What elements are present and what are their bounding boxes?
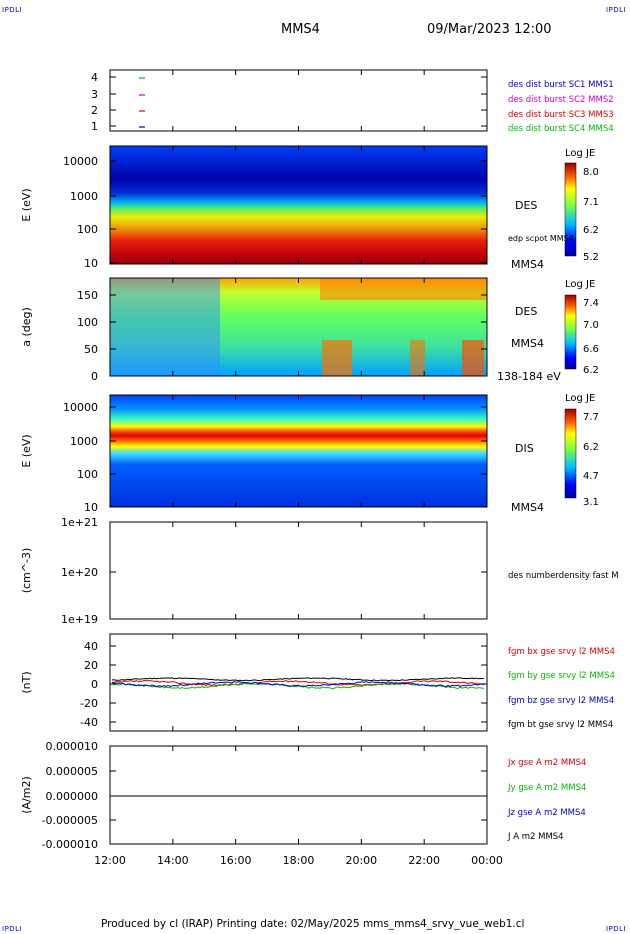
- ytick-label-burst: 2: [91, 104, 98, 117]
- ytick-label-burst: 4: [91, 71, 98, 84]
- ytick-label-current: 0.000010: [46, 740, 99, 753]
- legend-burst: des dist burst SC3 MMS3: [508, 110, 614, 120]
- sublabel-des_energy: edp scpot MMS4: [508, 234, 574, 243]
- legend-burst: des dist burst SC1 MMS1: [508, 80, 614, 90]
- colorbar-tick-des_pitch: 6.6: [583, 344, 599, 355]
- ytick-label-current: 0.000000: [46, 790, 99, 803]
- fgm-trace-bt: [111, 677, 485, 682]
- ytick-label-des_pitch: 150: [77, 289, 98, 302]
- legend-current: Jy gse A m2 MMS4: [507, 783, 586, 793]
- ytick-label-des_energy: 10: [84, 257, 98, 270]
- corner-label-top-right: IPDLI: [606, 6, 627, 14]
- ytick-label-fgm: -20: [80, 697, 98, 710]
- colorbar-tick-des_energy: 6.2: [583, 225, 599, 236]
- density-panel-frame: [109, 521, 488, 620]
- ytick-label-density: 1e+20: [61, 566, 98, 579]
- xtick-label: 22:00: [408, 854, 440, 867]
- burst-panel-frame: [109, 69, 488, 132]
- colorbar-tick-des_pitch: 6.2: [583, 365, 599, 376]
- ytick-label-des_energy: 10000: [63, 155, 98, 168]
- instrument-label-des_energy: DES: [515, 199, 537, 212]
- ylabel-fgm: (nT): [20, 671, 33, 693]
- ytick-label-dis_energy: 10: [84, 501, 98, 514]
- des-energy-spectrogram: [109, 145, 488, 265]
- legend-fgm: fgm bx gse srvy l2 MMS4: [508, 647, 615, 657]
- bottom-label-des_pitch: 138-184 eV: [497, 370, 561, 383]
- ylabel-density: (cm^-3): [20, 548, 33, 594]
- ytick-label-burst: 3: [91, 88, 98, 101]
- ytick-label-current: -0.000005: [42, 814, 98, 827]
- ytick-label-burst: 1: [91, 120, 98, 133]
- dis-energy-spectrogram: [109, 394, 488, 508]
- ytick-label-fgm: -40: [80, 716, 98, 729]
- footer-text: Produced by cl (IRAP) Printing date: 02/…: [101, 918, 525, 930]
- corner-label-bottom-right: IPDLI: [606, 925, 627, 933]
- ylabel-des_pitch: a (deg): [20, 307, 33, 347]
- ytick-label-current: 0.000005: [46, 765, 99, 778]
- colorbar-tick-des_energy: 8.0: [583, 167, 599, 178]
- datetime-title: 09/Mar/2023 12:00: [427, 22, 552, 37]
- ytick-label-fgm: 0: [91, 678, 98, 691]
- legend-current: Jz gse A m2 MMS4: [507, 808, 586, 818]
- colorbar-tick-dis_energy: 4.7: [583, 471, 599, 482]
- legend-burst: des dist burst SC4 MMS4: [508, 124, 614, 134]
- sublabel-des_pitch: MMS4: [511, 337, 544, 350]
- corner-label-top-left: IPDLI: [2, 6, 23, 14]
- legend-current: Jx gse A m2 MMS4: [507, 758, 586, 768]
- xtick-label: 16:00: [220, 854, 252, 867]
- instrument-label-des_pitch: DES: [515, 305, 537, 318]
- colorbar-title-dis_energy: Log JE: [565, 393, 595, 404]
- ytick-label-des_energy: 1000: [70, 190, 98, 203]
- fgm-panel-frame: [109, 633, 488, 732]
- ytick-label-current: -0.000010: [42, 838, 98, 851]
- ytick-label-des_pitch: 0: [91, 370, 98, 383]
- ytick-label-dis_energy: 100: [77, 468, 98, 481]
- fgm-trace-bx: [111, 679, 485, 687]
- ytick-label-des_energy: 100: [77, 223, 98, 236]
- colorbar-tick-dis_energy: 3.1: [583, 497, 599, 508]
- ytick-label-fgm: 20: [84, 659, 98, 672]
- legend-burst: des dist burst SC2 MMS2: [508, 95, 614, 105]
- ytick-label-dis_energy: 10000: [63, 401, 98, 414]
- xtick-label: 12:00: [94, 854, 126, 867]
- bottom-label-dis_energy: MMS4: [511, 501, 544, 514]
- ylabel-dis_energy: E (eV): [20, 434, 33, 467]
- legend-fgm: fgm by gse srvy l2 MMS4: [508, 671, 615, 681]
- legend-fgm: fgm bz gse srvy l2 MMS4: [508, 696, 614, 706]
- xtick-label: 00:00: [471, 854, 503, 867]
- ylabel-current: (A/m2): [20, 776, 33, 814]
- xtick-label: 14:00: [157, 854, 189, 867]
- xtick-label: 20:00: [345, 854, 377, 867]
- ytick-label-des_pitch: 50: [84, 343, 98, 356]
- colorbar-title-des_energy: Log JE: [565, 148, 595, 159]
- corner-label-bottom-left: IPDLI: [2, 925, 23, 933]
- legend-current: J A m2 MMS4: [507, 832, 564, 842]
- colorbar-tick-des_pitch: 7.0: [583, 320, 599, 331]
- ylabel-des_energy: E (eV): [20, 188, 33, 221]
- xtick-label: 18:00: [283, 854, 315, 867]
- dis-energy-colorbar: [564, 408, 577, 499]
- des-energy-colorbar: [564, 162, 577, 257]
- ytick-label-des_pitch: 100: [77, 316, 98, 329]
- colorbar-tick-des_energy: 7.1: [583, 197, 599, 208]
- colorbar-tick-dis_energy: 7.7: [583, 412, 599, 423]
- spacecraft-title: MMS4: [281, 22, 320, 37]
- des-pitch-colorbar: [564, 294, 577, 370]
- fgm-trace-bz: [111, 680, 485, 688]
- des-pitch-spectrogram: [109, 277, 488, 377]
- colorbar-title-des_pitch: Log JE: [565, 279, 595, 290]
- ytick-label-dis_energy: 1000: [70, 435, 98, 448]
- ytick-label-density: 1e+19: [61, 613, 98, 626]
- legend-fgm: fgm bt gse srvy l2 MMS4: [508, 720, 613, 730]
- colorbar-tick-dis_energy: 6.2: [583, 442, 599, 453]
- legend-density: des numberdensity fast M: [508, 571, 619, 581]
- ytick-label-density: 1e+21: [61, 516, 98, 529]
- bottom-label-des_energy: MMS4: [511, 258, 544, 271]
- ytick-label-fgm: 40: [84, 640, 98, 653]
- current-panel-frame: [109, 745, 488, 845]
- instrument-label-dis_energy: DIS: [515, 442, 534, 455]
- colorbar-tick-des_pitch: 7.4: [583, 298, 599, 309]
- colorbar-tick-des_energy: 5.2: [583, 252, 599, 263]
